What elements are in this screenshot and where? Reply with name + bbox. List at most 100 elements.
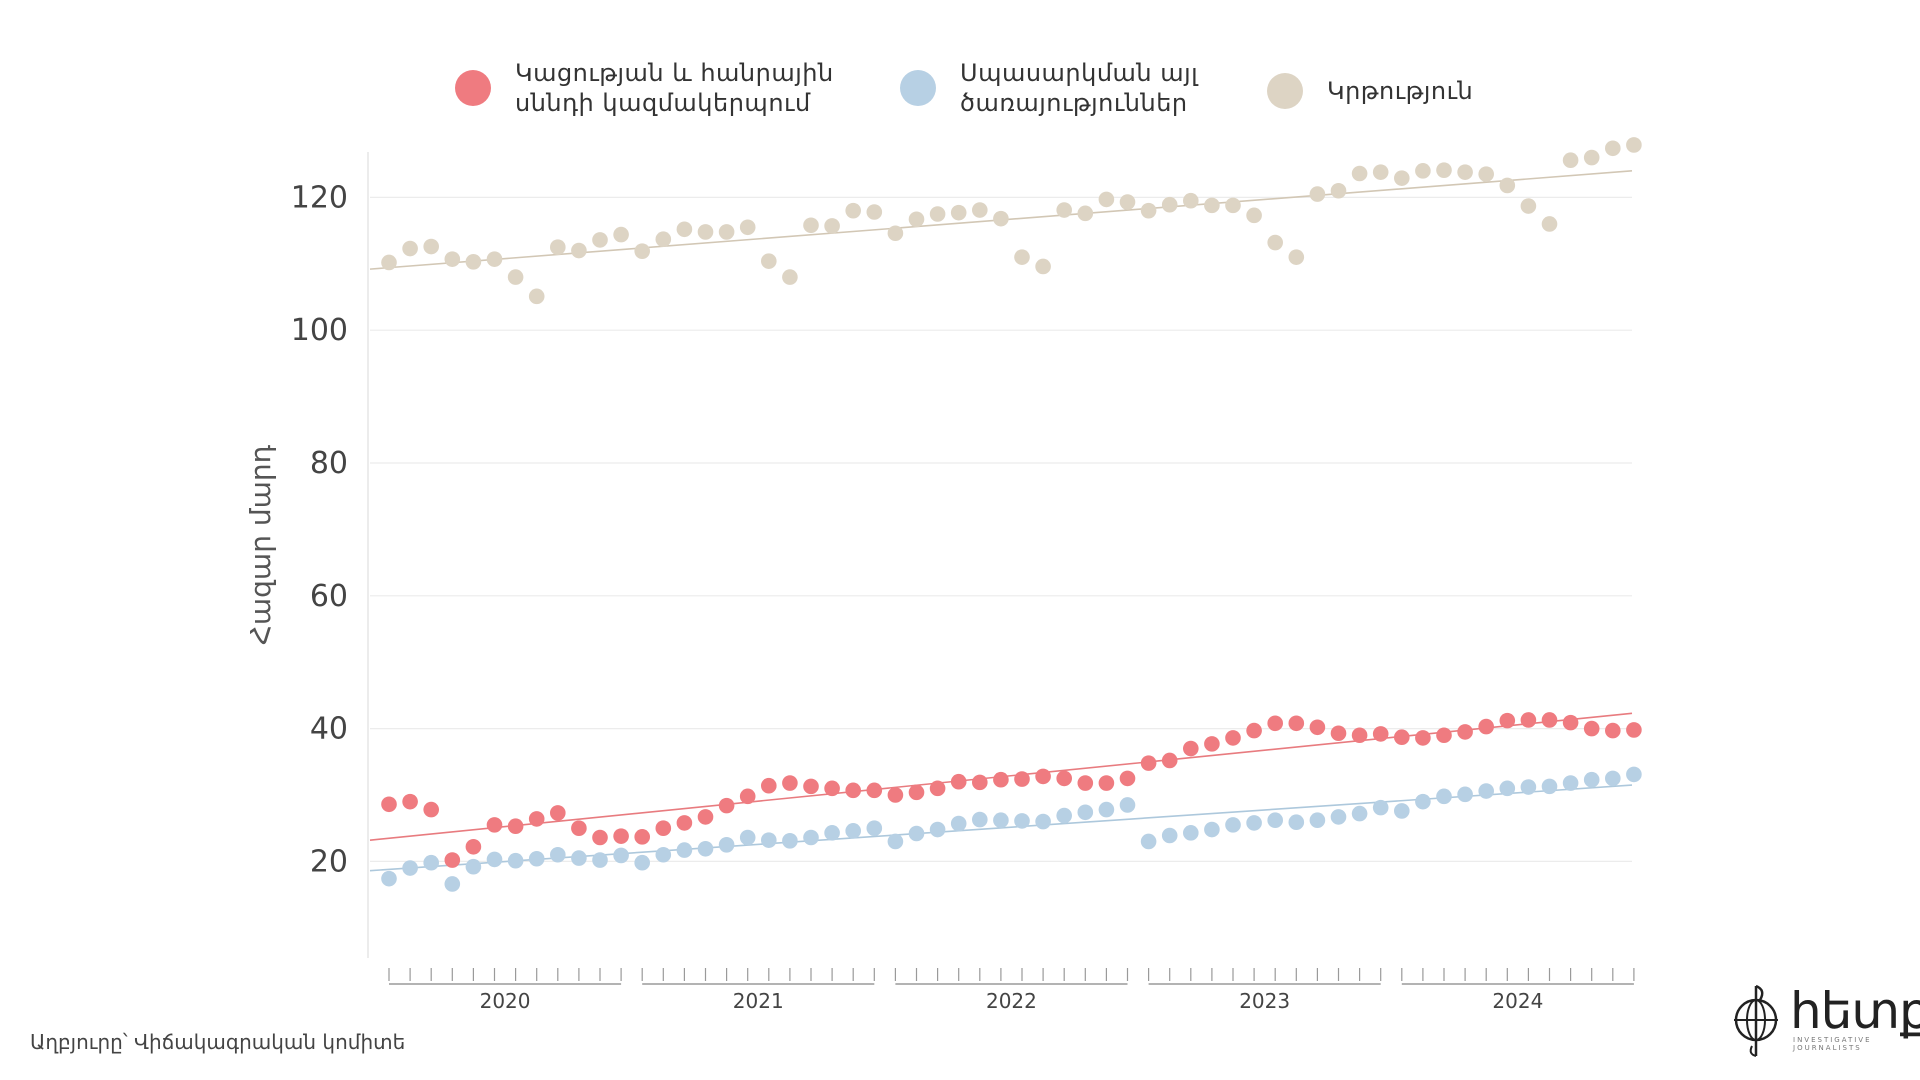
data-point — [1056, 807, 1072, 824]
legend-label-accommodation: Կացության և հանրային սննդի կազմակերպում — [515, 58, 834, 118]
data-point — [739, 788, 756, 805]
data-point — [1183, 192, 1199, 209]
data-point — [1520, 198, 1537, 214]
x-year-label: 2023 — [1239, 989, 1290, 1013]
data-point — [592, 852, 608, 868]
data-point — [507, 852, 524, 869]
data-point — [1415, 163, 1431, 179]
data-point — [1499, 780, 1516, 797]
data-point — [1204, 736, 1220, 752]
data-point — [571, 850, 587, 866]
data-point — [803, 778, 819, 795]
data-point — [1288, 715, 1305, 732]
data-point — [444, 251, 461, 267]
data-point — [824, 825, 840, 841]
legend-label-line: Կացության և հանրային — [515, 59, 834, 87]
data-point — [1499, 712, 1516, 729]
data-point — [1098, 775, 1115, 791]
data-points — [381, 137, 1642, 892]
data-point — [908, 784, 925, 801]
data-point — [972, 774, 988, 791]
data-point — [1351, 805, 1368, 822]
data-point — [507, 818, 524, 835]
data-point — [845, 782, 861, 799]
data-point — [739, 829, 756, 846]
logo: հետք INVESTIGATIVE JOURNALISTS — [1730, 980, 1920, 1060]
data-point — [1330, 809, 1347, 825]
data-point — [761, 777, 777, 794]
data-point — [1056, 202, 1072, 218]
data-point — [592, 829, 608, 846]
data-point — [929, 780, 946, 797]
legend-label-other-services: Սպասարկման այլ ծառայություններ — [960, 58, 1198, 118]
data-point — [613, 828, 629, 844]
data-point — [887, 833, 904, 850]
data-point — [803, 217, 819, 234]
data-point — [1394, 170, 1410, 186]
y-axis: 20 40 60 80 100 120 — [291, 152, 369, 958]
data-point — [1267, 715, 1283, 732]
data-point — [1161, 827, 1178, 844]
data-point — [782, 775, 798, 791]
data-point — [803, 829, 819, 846]
data-point — [1626, 137, 1642, 153]
data-point — [634, 829, 650, 845]
data-point — [550, 846, 566, 863]
data-point — [1372, 726, 1389, 742]
data-point — [950, 204, 967, 221]
data-point — [718, 224, 735, 240]
data-point — [1457, 786, 1473, 803]
data-point — [1014, 813, 1030, 829]
data-point — [634, 243, 650, 259]
data-point — [676, 815, 693, 831]
data-point — [1309, 186, 1326, 202]
data-point — [1520, 779, 1537, 795]
data-point — [1478, 783, 1494, 799]
data-point — [423, 238, 440, 255]
data-point — [866, 820, 883, 836]
logo-subtitle: INVESTIGATIVE JOURNALISTS — [1793, 1036, 1872, 1052]
gridlines — [370, 196, 1632, 863]
legend-item-accommodation: Կացության և հանրային սննդի կազմակերպում — [455, 58, 834, 118]
data-point — [1225, 730, 1241, 746]
data-point — [1583, 149, 1600, 166]
data-point — [423, 854, 440, 871]
data-point — [1161, 196, 1178, 213]
data-point — [1288, 814, 1305, 831]
data-point — [1204, 197, 1220, 214]
data-point — [1562, 152, 1579, 169]
compass-globe-icon — [1734, 984, 1778, 1057]
data-point — [1394, 803, 1410, 819]
data-point — [486, 251, 503, 267]
data-point — [1626, 766, 1642, 783]
data-point — [1183, 740, 1199, 757]
data-point — [1541, 712, 1558, 728]
data-point — [444, 852, 461, 868]
data-point — [1119, 194, 1136, 210]
data-point — [592, 232, 608, 248]
data-point — [1436, 162, 1452, 178]
data-point — [1077, 775, 1094, 791]
y-tick-label: 60 — [310, 579, 348, 614]
data-point — [1267, 812, 1283, 829]
data-point — [887, 787, 904, 803]
legend-dot-education — [1267, 73, 1303, 109]
data-point — [1415, 730, 1431, 746]
data-point — [697, 224, 714, 240]
data-point — [972, 811, 988, 828]
data-point — [761, 832, 777, 848]
data-point — [381, 796, 397, 813]
data-point — [1583, 720, 1600, 737]
data-point — [1014, 771, 1030, 787]
x-axis: 2020 2021 2022 2023 2024 — [388, 968, 1635, 1013]
x-year-label: 2021 — [733, 989, 784, 1013]
data-point — [571, 242, 587, 259]
data-point — [1246, 815, 1262, 831]
data-point — [1372, 799, 1389, 816]
data-point — [1225, 197, 1241, 214]
data-point — [1562, 775, 1579, 791]
data-point — [718, 797, 735, 814]
data-point — [1267, 234, 1283, 251]
y-tick-label: 100 — [291, 313, 348, 348]
data-point — [1077, 205, 1094, 222]
